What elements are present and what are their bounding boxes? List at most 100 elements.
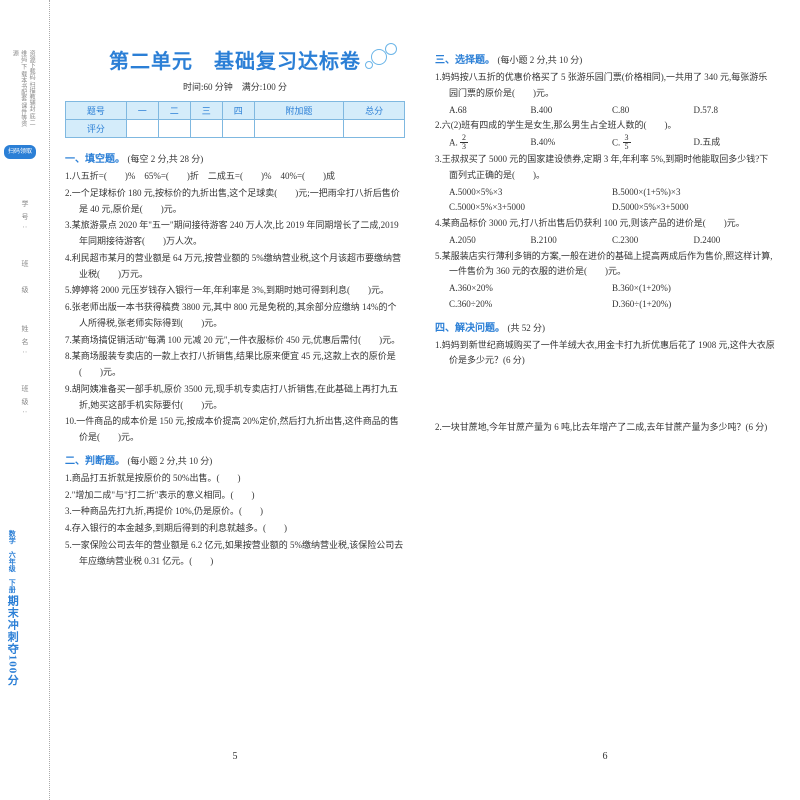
score-cell (222, 120, 254, 138)
spine-book-subtitle: 数学 六年级 下册 (8, 530, 16, 593)
opt-a: A. 23 (449, 135, 531, 152)
q3-5-opts-row2: C.360÷20% D.360÷(1+20%) (435, 297, 775, 313)
spine-student-fields: 学号: 班 级 姓名: 班级: (20, 200, 30, 420)
q3-1-opts: A.68 B.400 C.80 D.57.8 (435, 103, 775, 119)
opt-c: C.360÷20% (449, 297, 612, 313)
opt-c: C.2300 (612, 233, 694, 249)
score-cell (158, 120, 190, 138)
opt-b: B.360×(1+20%) (612, 281, 775, 297)
score-h1: 一 (126, 102, 158, 120)
section-4-title: 四、解决问题。 (435, 323, 505, 334)
work-space (435, 370, 775, 420)
page-number-left: 5 (55, 751, 415, 762)
score-table: 题号 一 二 三 四 附加题 总分 评分 (65, 101, 405, 138)
table-row: 题号 一 二 三 四 附加题 总分 (66, 102, 405, 120)
q2-1: 1.商品打五折就是按原价的 50%出售。 (65, 471, 405, 487)
score-h4: 四 (222, 102, 254, 120)
opt-a: A.2050 (449, 233, 531, 249)
q2-3-text: 3.一种商品先打九折,再提价 10%,仍是原价。 (65, 506, 239, 516)
q4-2: 2.一块甘蔗地,今年甘蔗产量为 6 吨,比去年增产了二成,去年甘蔗产量为多少吨？… (435, 420, 775, 436)
q1-6: 6.张老师出版一本书获得稿费 3800 元,其中 800 元是免税的,其余部分应… (65, 300, 405, 332)
section-4-head: 四、解决问题。 (共 52 分) (435, 319, 775, 334)
q1-1: 1.八五折=( )% 65%=( )折 二成五=( )% 40%=( )成 (65, 169, 405, 185)
score-h2: 二 (158, 102, 190, 120)
timing: 时间:60 分钟 满分:100 分 (65, 80, 405, 93)
section-1-meta: (每空 2 分,共 28 分) (128, 154, 204, 164)
q1-9: 9.胡阿姨准备买一部手机,原价 3500 元,现手机专卖店打八折销售,在此基础上… (65, 382, 405, 414)
q3-5-opts-row1: A.360×20% B.360×(1+20%) (435, 281, 775, 297)
q3-5: 5.某服装店实行薄利多销的方案,一般在进价的基础上提高两成后作为售价,照这样计算… (435, 249, 775, 281)
table-row: 评分 (66, 120, 405, 138)
section-2-title: 二、判断题。 (65, 456, 125, 467)
q2-4: 4.存入银行的本金越多,到期后得到的利息就越多。 (65, 521, 405, 537)
section-1-head: 一、填空题。 (每空 2 分,共 28 分) (65, 150, 405, 165)
q3-3: 3.王叔叔买了 5000 元的国家建设债券,定期 3 年,年利率 5%,到期时他… (435, 152, 775, 184)
section-1-title: 一、填空题。 (65, 154, 125, 165)
score-h6: 总分 (344, 102, 405, 120)
q1-7: 7.某商场搞促销活动"每满 100 元减 20 元",一件衣服标价 450 元,… (65, 333, 405, 349)
q2-5: 5.一家保险公司去年的营业额是 6.2 亿元,如果按营业额的 5%缴纳营业税,该… (65, 538, 405, 570)
opt-d: D.2400 (694, 233, 776, 249)
section-2-meta: (每小题 2 分,共 10 分) (128, 456, 213, 466)
paren-blank (217, 473, 241, 483)
unit-title: 第二单元 基础复习达标卷 (65, 45, 405, 74)
q2-2: 2."增加二成"与"打二折"表示的意义相同。 (65, 488, 405, 504)
spine-badge: 扫码领取 (4, 145, 36, 159)
q1-10: 10.一件商品的成本价是 150 元,按成本价提高 20%定价,然后打九折出售,… (65, 414, 405, 446)
q1-2: 2.一个足球标价 180 元,按标价的九折出售,这个足球卖( )元;一把雨伞打八… (65, 186, 405, 218)
q3-2: 2.六(2)班有四成的学生是女生,那么男生占全班人数的( )。 (435, 118, 775, 134)
score-cell (190, 120, 222, 138)
section-3-title: 三、选择题。 (435, 55, 495, 66)
score-h0: 题号 (66, 102, 127, 120)
q2-2-text: 2."增加二成"与"打二折"表示的意义相同。 (65, 490, 230, 500)
opt-d: D.5000×5%×3+5000 (612, 200, 775, 216)
q2-4-text: 4.存入银行的本金越多,到期后得到的利息就越多。 (65, 523, 263, 533)
spine-qr-text: 资源下载码 扫描教辅封 底二维码,下 载本书配套 课件等资源 (10, 50, 35, 130)
opt-b: B.400 (531, 103, 613, 119)
page-right: 三、选择题。 (每小题 2 分,共 10 分) 1.妈妈按八五折的优惠价格买了 … (425, 30, 785, 770)
score-cell (344, 120, 405, 138)
paren-blank (239, 506, 263, 516)
opt-a: A.5000×5%×3 (449, 185, 612, 201)
q2-5-text: 5.一家保险公司去年的营业额是 6.2 亿元,如果按营业额的 5%缴纳营业税,该… (65, 540, 403, 566)
opt-c-label: C. (612, 138, 620, 148)
q2-3: 3.一种商品先打九折,再提价 10%,仍是原价。 (65, 504, 405, 520)
q1-3: 3.某旅游景点 2020 年"五一"期间接待游客 240 万人次,比 2019 … (65, 218, 405, 250)
title-decoration (365, 43, 405, 73)
fraction-icon: 23 (460, 134, 468, 151)
q1-5: 5.婷婷将 2000 元压岁钱存入银行一年,年利率是 3%,到期时她可得到利息(… (65, 283, 405, 299)
q3-2-opts: A. 23 B.40% C. 35 D.五成 (435, 135, 775, 152)
score-cell (126, 120, 158, 138)
q3-1: 1.妈妈按八五折的优惠价格买了 5 张游乐园门票(价格相同),一共用了 340 … (435, 70, 775, 102)
opt-c: C. 35 (612, 135, 694, 152)
q3-4: 4.某商品标价 3000 元,打八折出售后仍获利 100 元,则该产品的进价是(… (435, 216, 775, 232)
paren-blank (230, 490, 254, 500)
q3-4-opts: A.2050 B.2100 C.2300 D.2400 (435, 233, 775, 249)
spine-top-block: 资源下载码 扫描教辅封 底二维码,下 载本书配套 课件等资源 (10, 50, 40, 130)
unit-title-text: 第二单元 基础复习达标卷 (109, 51, 361, 73)
q3-3-opts-row1: A.5000×5%×3 B.5000×(1+5%)×3 (435, 185, 775, 201)
section-3-meta: (每小题 2 分,共 10 分) (498, 55, 583, 65)
opt-d: D.五成 (694, 135, 776, 152)
score-h5: 附加题 (254, 102, 344, 120)
q3-3-opts-row2: C.5000×5%×3+5000 D.5000×5%×3+5000 (435, 200, 775, 216)
q1-8: 8.某商场服装专卖店的一款上衣打八折销售,结果比原来便宜 45 元,这款上衣的原… (65, 349, 405, 381)
opt-d: D.57.8 (694, 103, 776, 119)
section-2-head: 二、判断题。 (每小题 2 分,共 10 分) (65, 452, 405, 467)
opt-c: C.5000×5%×3+5000 (449, 200, 612, 216)
paren-blank (263, 523, 287, 533)
score-row-label: 评分 (66, 120, 127, 138)
section-4-meta: (共 52 分) (508, 323, 546, 333)
opt-b: B.2100 (531, 233, 613, 249)
score-h3: 三 (190, 102, 222, 120)
opt-b: B.5000×(1+5%)×3 (612, 185, 775, 201)
binding-spine: 资源下载码 扫描教辅封 底二维码,下 载本书配套 课件等资源 扫码领取 学号: … (0, 0, 50, 800)
page-number-right: 6 (425, 751, 785, 762)
opt-d: D.360÷(1+20%) (612, 297, 775, 313)
spine-book-title: 数学 六年级 下册 期末冲刺夺100分 (5, 530, 19, 710)
opt-a: A.360×20% (449, 281, 612, 297)
opt-c: C.80 (612, 103, 694, 119)
fraction-icon: 35 (623, 134, 631, 151)
section-3-head: 三、选择题。 (每小题 2 分,共 10 分) (435, 51, 775, 66)
opt-b: B.40% (531, 135, 613, 152)
